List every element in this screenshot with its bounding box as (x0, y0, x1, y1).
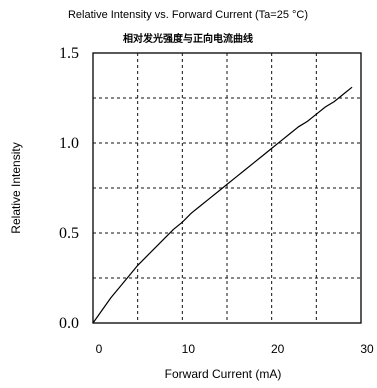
series-layer (92, 86, 353, 324)
chart-subtitle: 相对发光强度与正向电流曲线 (123, 32, 253, 45)
x-tick-label: 0 (96, 342, 103, 356)
y-tick-label: 0.5 (59, 225, 79, 242)
x-axis-label: Forward Current (mA) (165, 367, 282, 381)
x-tick-label: 20 (271, 342, 285, 356)
chart-title: Relative Intensity vs. Forward Current (… (68, 9, 308, 21)
x-tick-label: 30 (360, 342, 374, 356)
y-tick-label: 1.5 (59, 45, 79, 62)
y-axis-label: Relative Intensity (9, 142, 23, 233)
y-tick-label: 1.0 (59, 135, 79, 152)
x-axis-ticks: 0 10 20 30 (96, 342, 374, 356)
y-axis-ticks: 0.0 0.5 1.0 1.5 (59, 45, 79, 332)
grid-lines (93, 53, 361, 323)
y-tick-label: 0.0 (59, 315, 79, 332)
series-line (92, 86, 353, 324)
x-tick-label: 10 (182, 342, 196, 356)
